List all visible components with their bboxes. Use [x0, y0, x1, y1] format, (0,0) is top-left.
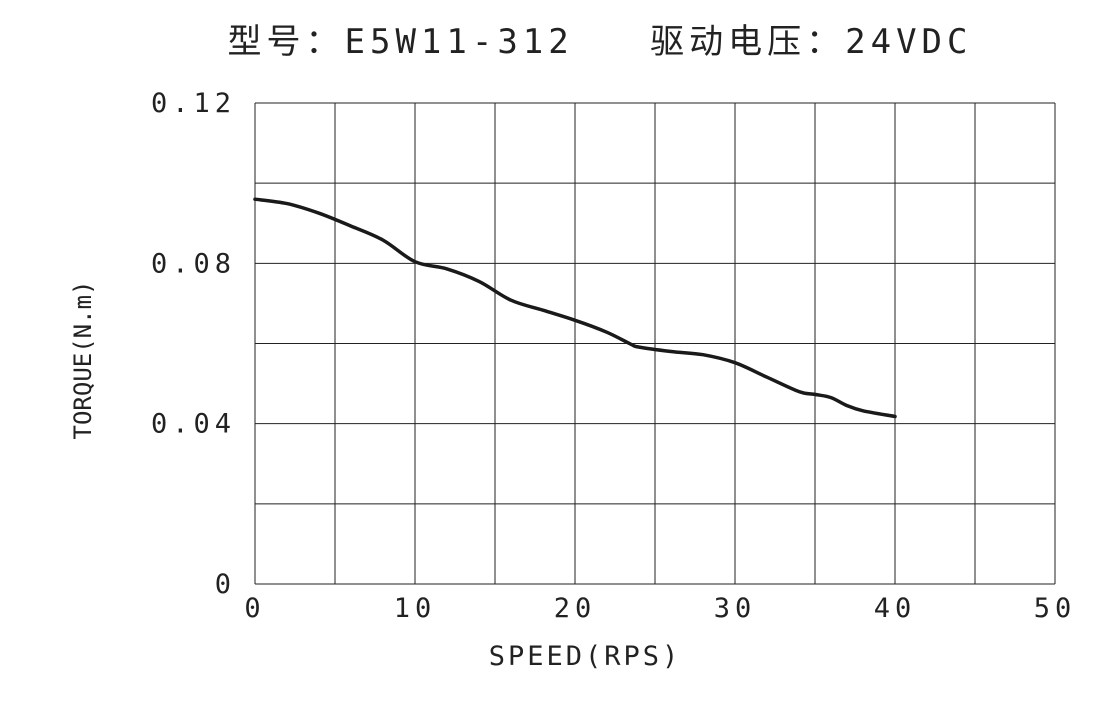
x-tick-label: 0 — [244, 593, 265, 624]
x-tick-labels: 0 10 20 30 40 50 — [244, 593, 1077, 624]
x-tick-label: 20 — [554, 593, 597, 624]
x-axis-title: SPEED(RPS) — [489, 641, 682, 672]
x-tick-label: 30 — [714, 593, 757, 624]
y-tick-label: 0.08 — [151, 248, 236, 279]
y-tick-label: 0.04 — [151, 409, 236, 440]
y-tick-label: 0.12 — [151, 88, 236, 119]
x-tick-label: 10 — [394, 593, 437, 624]
torque-curve — [253, 197, 897, 419]
y-tick-labels: 0 0.04 0.08 0.12 — [151, 88, 236, 600]
x-tick-label: 50 — [1034, 593, 1077, 624]
y-tick-label: 0 — [215, 569, 236, 600]
y-axis-title: TORQUE(N.m) — [69, 281, 97, 440]
chart-title: 型号：E5W11-312 驱动电压：24VDC — [227, 22, 973, 62]
x-tick-label: 40 — [874, 593, 917, 624]
grid — [254, 102, 1056, 585]
